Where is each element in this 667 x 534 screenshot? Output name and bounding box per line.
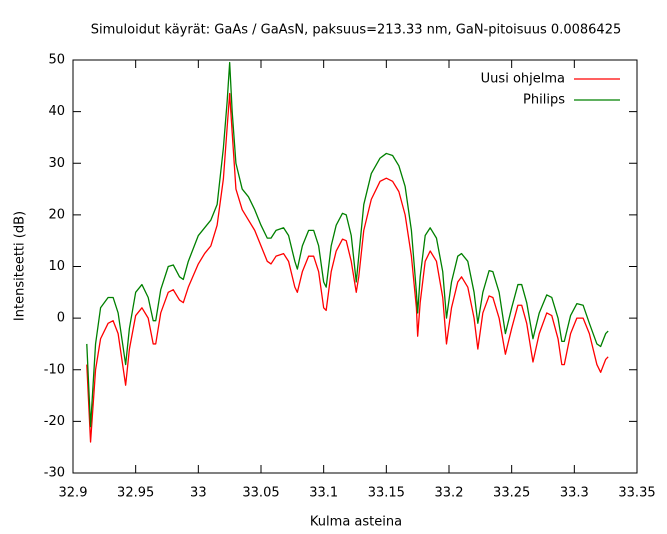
y-tick-label: 50: [48, 53, 65, 68]
x-tick-label: 33.25: [493, 486, 530, 501]
y-axis-label: Intensiteetti (dB): [13, 211, 28, 321]
x-tick-label: 33.1: [309, 486, 338, 501]
y-tick-label: -10: [44, 362, 65, 377]
chart-title: Simuloidut käyrät: GaAs / GaAsN, paksuus…: [91, 23, 621, 38]
x-tick-label: 33.35: [618, 486, 655, 501]
x-axis-label: Kulma asteina: [310, 515, 402, 530]
y-tick-label: 10: [48, 259, 65, 274]
series-line: [86, 92, 609, 443]
y-tick-label: 20: [48, 207, 65, 222]
legend-label: Uusi ohjelma: [481, 72, 565, 87]
y-tick-label: -20: [44, 414, 65, 429]
x-tick-label: 33.2: [435, 486, 464, 501]
x-tick-label: 33: [190, 486, 207, 501]
x-tick-label: 32.95: [117, 486, 154, 501]
y-tick-label: 0: [57, 311, 65, 326]
y-tick-label: 30: [48, 156, 65, 171]
legend-label: Philips: [523, 93, 565, 108]
series-line: [86, 61, 609, 428]
x-tick-label: 32.9: [59, 486, 88, 501]
x-tick-label: 33.15: [368, 486, 405, 501]
y-tick-label: -30: [44, 466, 65, 481]
y-tick-label: 40: [48, 104, 65, 119]
x-tick-label: 33.3: [560, 486, 589, 501]
x-tick-label: 33.05: [242, 486, 279, 501]
